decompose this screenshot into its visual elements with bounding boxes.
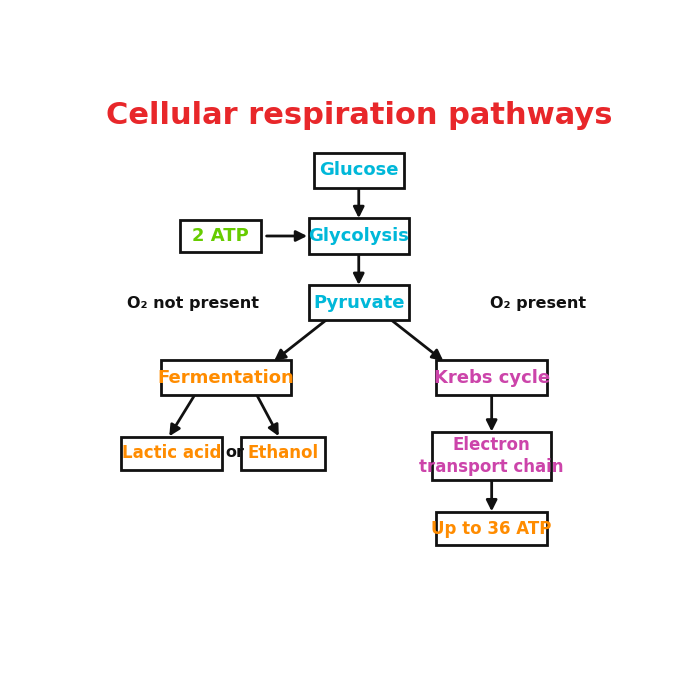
FancyBboxPatch shape [180,220,261,252]
FancyBboxPatch shape [314,153,403,188]
FancyBboxPatch shape [121,437,222,470]
Text: Glycolysis: Glycolysis [308,227,410,245]
Text: O₂ present: O₂ present [490,296,586,311]
FancyBboxPatch shape [309,218,409,253]
FancyBboxPatch shape [309,286,409,321]
FancyBboxPatch shape [432,432,552,480]
Text: Fermentation: Fermentation [158,369,294,387]
Text: Up to 36 ATP: Up to 36 ATP [431,519,552,538]
Text: Krebs cycle: Krebs cycle [433,369,550,387]
Text: O₂ not present: O₂ not present [127,296,259,311]
Text: Electron
transport chain: Electron transport chain [419,436,564,476]
FancyBboxPatch shape [241,437,325,470]
FancyBboxPatch shape [436,360,547,395]
Text: or: or [225,445,244,460]
Text: Lactic acid: Lactic acid [122,444,221,462]
Text: 2 ATP: 2 ATP [192,227,248,245]
Text: Glucose: Glucose [319,161,398,179]
Text: Ethanol: Ethanol [247,444,318,462]
Text: Pyruvate: Pyruvate [313,294,405,312]
FancyBboxPatch shape [161,360,291,395]
Text: Cellular respiration pathways: Cellular respiration pathways [106,101,612,130]
FancyBboxPatch shape [436,512,547,545]
